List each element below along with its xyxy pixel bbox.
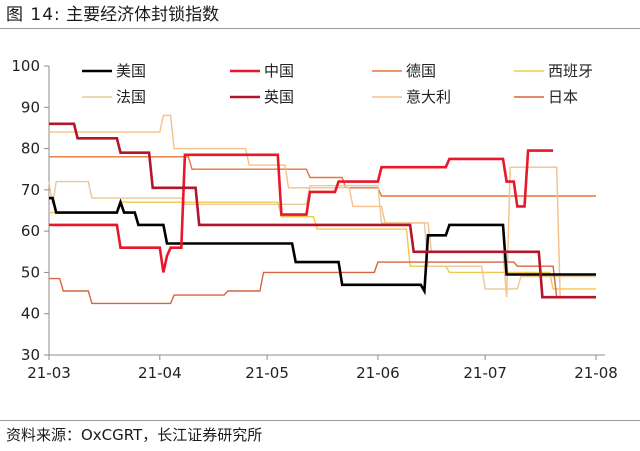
y-tick-label: 60 — [21, 222, 40, 240]
x-tick-label: 21-06 — [356, 364, 400, 382]
x-tick-label: 21-04 — [138, 364, 182, 382]
series-line-6 — [49, 114, 596, 298]
series-line-4 — [48, 180, 596, 290]
y-tick-label: 30 — [21, 346, 40, 364]
series-line-2 — [49, 156, 596, 197]
x-tick-label: 21-08 — [574, 364, 618, 382]
series-line-5 — [49, 122, 596, 299]
x-tick-label: 21-03 — [27, 364, 71, 382]
legend-label: 中国 — [264, 62, 294, 80]
y-tick-label: 70 — [21, 181, 40, 199]
figure-label: 图 14: — [6, 5, 61, 25]
series-line-0 — [49, 196, 596, 296]
y-tick-label: 90 — [21, 98, 40, 116]
figure-title-text: 主要经济体封锁指数 — [66, 5, 220, 25]
legend-label: 德国 — [406, 62, 436, 80]
series-line-7 — [49, 261, 596, 305]
title-rule — [0, 28, 640, 29]
legend-label: 日本 — [548, 88, 578, 106]
source-rule — [0, 420, 640, 421]
legend-label: 西班牙 — [548, 62, 593, 80]
y-tick-label: 80 — [21, 140, 40, 158]
x-tick-label: 21-07 — [463, 364, 507, 382]
source-note: 资料来源：OxCGRT，长江证券研究所 — [6, 426, 263, 444]
legend-label: 法国 — [116, 88, 146, 106]
series-line-3 — [49, 201, 596, 290]
y-tick-label: 40 — [21, 305, 40, 323]
series-line-1 — [49, 149, 554, 273]
figure-title: 图 14: 主要经济体封锁指数 — [6, 3, 219, 27]
legend-label: 意大利 — [406, 88, 451, 106]
x-tick-label: 21-05 — [245, 364, 289, 382]
y-tick-label: 50 — [21, 263, 40, 281]
legend-label: 美国 — [116, 62, 146, 80]
legend-label: 英国 — [264, 88, 294, 106]
y-tick-label: 100 — [11, 57, 40, 75]
